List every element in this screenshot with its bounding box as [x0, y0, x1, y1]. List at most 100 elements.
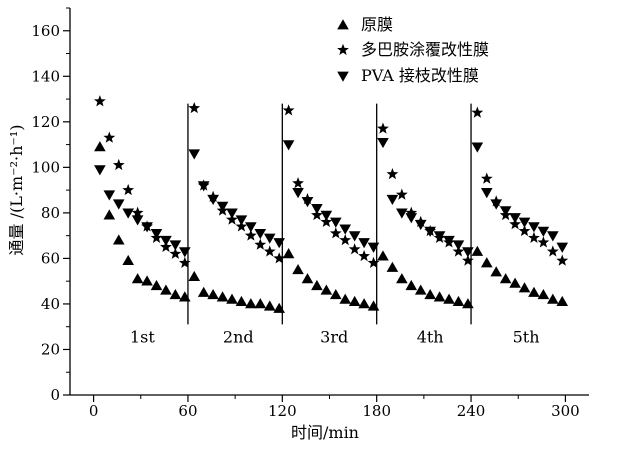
point-pva	[292, 188, 304, 199]
point-original	[537, 289, 550, 300]
point-dopamine	[329, 227, 342, 239]
point-original	[197, 286, 210, 297]
legend-dopamine-label: 多巴胺涂覆改性膜	[361, 40, 489, 59]
legend-original-marker	[337, 19, 349, 30]
point-dopamine	[292, 177, 304, 189]
point-pva	[528, 222, 540, 233]
point-original	[358, 298, 370, 309]
point-original	[433, 291, 446, 302]
point-pva	[150, 229, 163, 240]
cycle-label: 5th	[513, 328, 540, 347]
point-dopamine	[320, 215, 333, 227]
point-pva	[386, 194, 399, 206]
point-original	[480, 257, 493, 268]
point-pva	[169, 240, 182, 251]
point-dopamine	[226, 213, 238, 225]
y-axis-label: 通量 /(L·m⁻²·h⁻¹)	[7, 125, 26, 256]
point-original	[226, 293, 238, 304]
point-dopamine	[537, 236, 550, 248]
point-pva	[490, 199, 503, 210]
point-dopamine	[518, 224, 531, 237]
point-original	[348, 295, 361, 307]
point-dopamine	[160, 240, 172, 253]
point-original	[339, 293, 352, 304]
point-pva	[424, 226, 436, 237]
point-original	[452, 295, 465, 307]
point-original	[131, 273, 144, 284]
point-pva	[396, 208, 408, 219]
point-dopamine	[462, 254, 474, 266]
point-dopamine	[244, 229, 257, 241]
point-original	[490, 266, 503, 277]
point-dopamine	[178, 256, 191, 268]
point-original	[499, 273, 512, 284]
point-pva	[452, 240, 465, 251]
point-original	[443, 293, 455, 304]
x-tick-label: 300	[551, 402, 580, 420]
y-tick-label: 40	[41, 295, 60, 313]
point-dopamine	[188, 101, 201, 114]
point-original	[263, 300, 276, 311]
point-original	[122, 254, 134, 266]
point-pva	[160, 235, 172, 246]
point-pva	[207, 194, 219, 206]
point-original	[329, 289, 342, 300]
point-pva	[537, 226, 550, 237]
point-dopamine	[263, 245, 276, 257]
point-original	[462, 298, 474, 309]
point-dopamine	[386, 167, 399, 180]
data-points	[93, 95, 569, 313]
point-pva	[518, 217, 531, 228]
point-dopamine	[131, 206, 144, 218]
x-tick-label: 180	[362, 402, 391, 420]
point-pva	[103, 190, 116, 201]
point-pva	[188, 149, 201, 160]
point-dopamine	[405, 206, 418, 218]
cycle-dividers	[187, 103, 472, 325]
legend-pva-label: PVA 接枝改性膜	[361, 66, 479, 85]
point-original	[103, 209, 116, 220]
y-tick-label: 120	[31, 113, 60, 131]
point-dopamine	[339, 234, 352, 246]
point-original	[254, 298, 267, 309]
y-tick-label: 80	[41, 204, 60, 222]
point-dopamine	[112, 158, 125, 171]
cycle-labels: 1st 2nd 3rd 4th 5th	[130, 328, 540, 347]
point-dopamine	[471, 106, 484, 118]
point-original	[94, 141, 106, 152]
point-pva	[443, 235, 455, 246]
y-tick-label: 140	[31, 67, 60, 85]
cycle-label: 4th	[417, 328, 444, 347]
point-dopamine	[282, 104, 295, 116]
point-original	[292, 263, 304, 275]
cycle-label: 1st	[130, 328, 155, 347]
cycle-label: 2nd	[223, 328, 254, 347]
point-dopamine	[235, 220, 248, 232]
point-pva	[329, 217, 342, 228]
x-tick-label: 60	[178, 402, 197, 420]
point-original	[471, 245, 484, 256]
point-pva	[301, 197, 314, 208]
point-pva	[339, 224, 352, 235]
point-pva	[377, 137, 389, 149]
point-pva	[245, 222, 257, 233]
point-original	[518, 282, 531, 293]
point-dopamine	[103, 131, 116, 143]
point-dopamine	[528, 231, 540, 243]
point-dopamine	[546, 245, 559, 257]
point-original	[556, 295, 569, 307]
point-original	[169, 289, 182, 300]
legend-dopamine-marker	[337, 43, 349, 56]
point-pva	[112, 199, 125, 210]
point-original	[547, 293, 559, 304]
point-pva	[480, 188, 493, 199]
point-original	[207, 289, 219, 300]
point-pva	[216, 201, 229, 212]
point-original	[150, 279, 163, 291]
point-pva	[509, 213, 521, 224]
point-pva	[433, 231, 446, 242]
point-original	[216, 291, 229, 302]
point-dopamine	[122, 183, 135, 196]
